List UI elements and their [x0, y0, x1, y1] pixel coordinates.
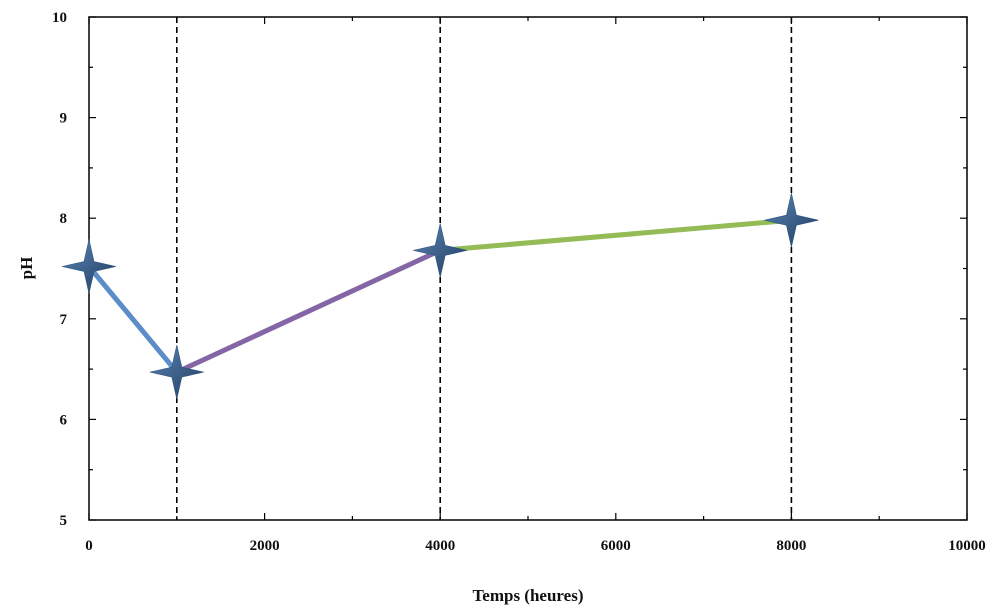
y-tick-label: 5: [60, 513, 68, 529]
series-segment: [437, 217, 794, 253]
y-tick-label: 6: [60, 412, 68, 428]
y-tick-label: 10: [52, 10, 67, 26]
data-point-marker: [413, 223, 468, 278]
data-point-marker: [149, 345, 204, 400]
x-tick-label: 6000: [601, 538, 631, 554]
x-axis-title: Temps (heures): [473, 586, 584, 605]
y-axis-title: pH: [17, 257, 36, 280]
series-segments: [86, 217, 794, 375]
x-tick-label: 10000: [948, 538, 986, 554]
x-tick-labels: 0 2000 4000 6000 8000 10000: [85, 538, 986, 554]
plot-frame: [88, 16, 968, 521]
data-point-marker: [764, 193, 819, 248]
series-segment: [86, 263, 180, 375]
y-tick-label: 9: [60, 111, 68, 127]
reference-lines: [176, 17, 793, 520]
data-point-marker: [61, 239, 117, 294]
y-tick-label: 8: [60, 211, 68, 227]
y-tick-label: 7: [60, 312, 68, 328]
series-markers: [61, 193, 819, 400]
series-segment: [174, 247, 443, 375]
x-tick-label: 8000: [776, 538, 806, 554]
axis-ticks: [88, 16, 968, 521]
x-tick-label: 4000: [425, 538, 455, 554]
x-tick-label: 2000: [250, 538, 280, 554]
y-tick-labels: 5 6 7 8 9 10: [52, 10, 68, 529]
x-tick-label: 0: [85, 538, 93, 554]
